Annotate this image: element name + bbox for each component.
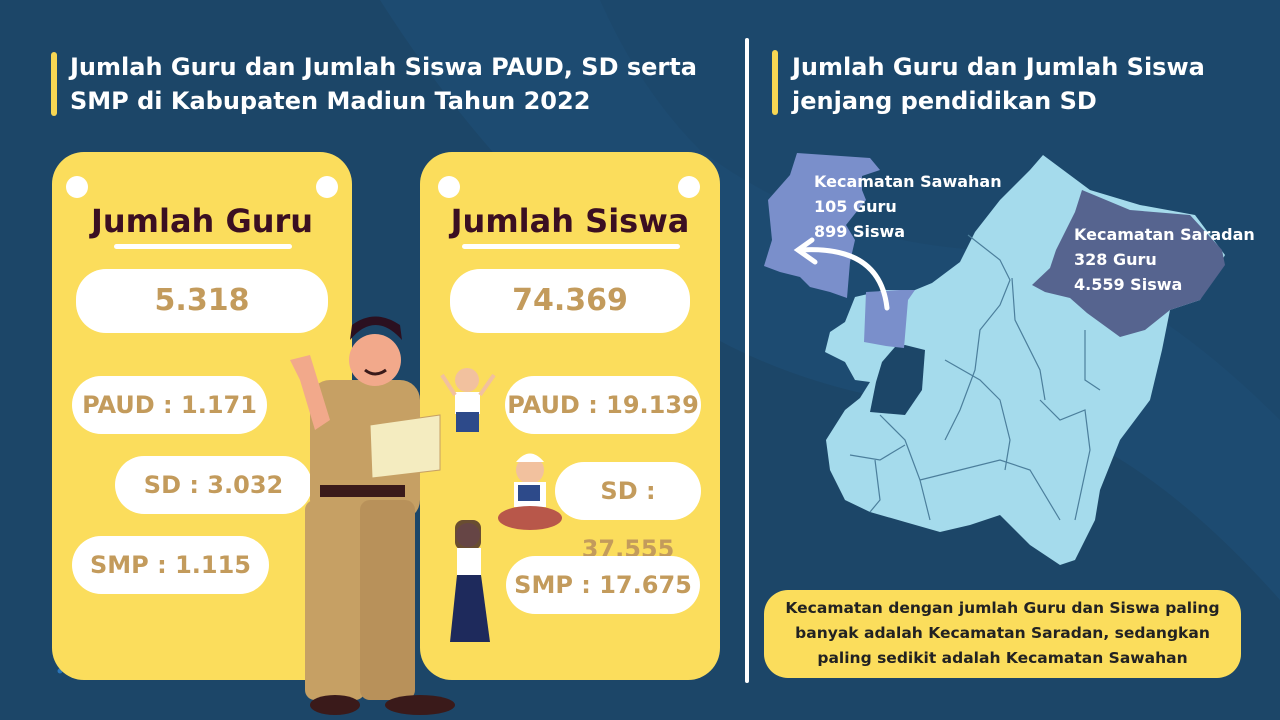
saradan-guru: 328 Guru	[1074, 250, 1157, 269]
conclusion-note: Kecamatan dengan jumlah Guru dan Siswa p…	[764, 590, 1241, 678]
note-line3: paling sedikit adalah Kecamatan Sawahan	[817, 649, 1188, 667]
title-underline	[114, 244, 292, 249]
right-title-line2: jenjang pendidikan SD	[792, 87, 1097, 115]
left-title-line2: SMP di Kabupaten Madiun Tahun 2022	[70, 87, 591, 115]
map-district-sawahan-small	[864, 290, 915, 348]
card-hole	[438, 176, 460, 198]
card-hole	[66, 176, 88, 198]
right-title-line1: Jumlah Guru dan Jumlah Siswa	[792, 53, 1205, 81]
title-underline	[462, 244, 680, 249]
arrow-icon	[797, 247, 890, 311]
guru-smp: SMP : 1.115	[72, 536, 269, 594]
guru-sd: SD : 3.032	[115, 456, 312, 514]
saradan-name: Kecamatan Saradan	[1074, 225, 1255, 244]
map-district-sawahan	[764, 153, 880, 298]
panel-divider	[745, 38, 749, 683]
left-title-line1: Jumlah Guru dan Jumlah Siswa PAUD, SD se…	[70, 53, 697, 81]
title-accent-bar	[772, 50, 778, 115]
sawahan-siswa: 899 Siswa	[814, 222, 906, 241]
saradan-label: Kecamatan Saradan 328 Guru 4.559 Siswa	[1074, 222, 1255, 297]
guru-card-title: Jumlah Guru	[90, 202, 314, 240]
siswa-card-title: Jumlah Siswa	[450, 202, 690, 240]
siswa-smp: SMP : 17.675	[506, 556, 700, 614]
map-district-saradan	[1032, 190, 1225, 337]
map-district-borders	[849, 234, 1101, 521]
note-line2: banyak adalah Kecamatan Saradan, sedangk…	[795, 624, 1210, 642]
guru-total: 5.318	[76, 269, 328, 333]
sawahan-guru: 105 Guru	[814, 197, 897, 216]
left-title: Jumlah Guru dan Jumlah Siswa PAUD, SD se…	[70, 50, 697, 118]
guru-paud: PAUD : 1.171	[72, 376, 267, 434]
right-title: Jumlah Guru dan Jumlah Siswa jenjang pen…	[792, 50, 1205, 118]
map-excluded-area	[870, 345, 925, 415]
note-line1: Kecamatan dengan jumlah Guru dan Siswa p…	[785, 599, 1220, 617]
title-accent-bar	[51, 52, 57, 116]
sawahan-label: Kecamatan Sawahan 105 Guru 899 Siswa	[814, 169, 1002, 244]
sawahan-name: Kecamatan Sawahan	[814, 172, 1002, 191]
saradan-siswa: 4.559 Siswa	[1074, 275, 1183, 294]
card-hole	[678, 176, 700, 198]
siswa-paud: PAUD : 19.139	[505, 376, 701, 434]
siswa-total: 74.369	[450, 269, 690, 333]
card-hole	[316, 176, 338, 198]
